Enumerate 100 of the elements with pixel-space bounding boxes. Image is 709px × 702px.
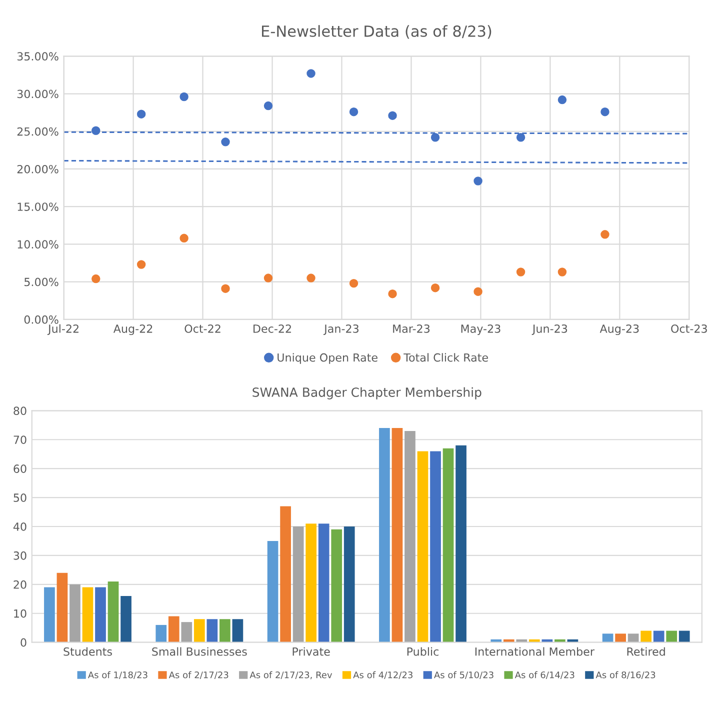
point [430,133,440,142]
x-tick-label: Private [292,647,330,656]
point [92,126,100,135]
y-tick-label: 15.00% [18,202,58,211]
point [136,110,146,118]
y-tick-label: 35.00% [17,52,58,61]
bar [615,634,626,642]
point [516,133,526,142]
bar [168,616,180,642]
point [600,107,610,116]
bar [292,526,304,642]
point [92,274,100,284]
bar [331,529,342,642]
point [221,284,230,293]
x-tick-label: May-23 [461,324,500,336]
y-tick-label: 20.00% [17,164,58,174]
y-tick-label: 30.00% [17,90,58,98]
x-tick-label: Public [407,647,438,656]
bar [267,540,278,642]
y-tick-label: 10 [14,609,26,618]
y-tick-label: 50 [14,494,26,502]
point [349,278,358,288]
y-tick-label: 25.00% [17,127,58,136]
legend-label: Total Click Rate [404,353,488,362]
bar [404,430,416,642]
point [430,283,440,292]
bar [194,619,205,642]
legend-label: As of 6/14/23 [514,671,574,679]
bar [640,630,652,642]
point [388,289,397,298]
bar [344,526,355,642]
point [136,260,146,269]
bar [70,584,80,642]
bar [392,428,403,642]
x-tick-label: Jul-22 [47,324,78,335]
point [600,230,610,239]
bar [456,445,466,642]
point [221,138,230,146]
y-tick-label: 40 [13,522,26,531]
y-tick-label: 80 [14,406,26,416]
bar [430,451,441,642]
bar [280,506,291,642]
bar [653,630,664,642]
x-tick-label: Oct-22 [184,324,220,333]
point [306,274,316,282]
bar [232,619,244,642]
x-tick-label: Mar-23 [393,324,430,333]
legend-label: Unique Open Rate [278,353,378,364]
point [180,234,188,243]
x-tick-label: Small Businesses [152,647,247,656]
legend-label: As of 5/10/23 [434,671,494,679]
x-tick-label: Aug-22 [113,324,152,336]
chart-title: SWANA Badger Chapter Membership [252,387,482,400]
bar [95,587,106,642]
point [516,268,526,276]
bar [678,630,690,642]
bar [602,634,614,642]
point [474,176,482,186]
bar [108,582,119,642]
bar [306,524,316,642]
x-tick-label: Retired [627,647,665,656]
point [388,111,397,120]
x-tick-label: Dec-22 [254,324,291,333]
bar [120,596,132,642]
y-tick-label: 0.00% [24,315,58,324]
x-tick-label: Oct-23 [671,324,707,333]
point [264,274,273,282]
y-tick-label: 5.00% [24,278,58,286]
bar [56,572,68,642]
legend-label: As of 8/16/23 [596,671,656,679]
point [558,268,567,276]
bar [379,428,390,642]
y-tick-label: 70 [14,436,26,444]
point [474,287,482,296]
legend-label: As of 1/18/23 [88,671,148,679]
point [558,95,567,104]
x-tick-label: Jun-23 [532,324,568,335]
bar [220,619,230,642]
bar [206,619,218,642]
x-tick-label: International Member [475,647,594,656]
y-tick-label: 30 [14,551,26,560]
bar [82,587,94,642]
bar [442,448,454,642]
point [306,69,316,78]
x-tick-label: Aug-23 [600,324,639,336]
y-tick-label: 0 [20,638,26,647]
x-tick-label: Students [64,647,112,656]
legend-label: As of 4/12/23 [353,671,412,679]
y-tick-label: 10.00% [18,240,58,249]
point [180,92,188,102]
bar [156,624,167,642]
x-tick-label: Jan-23 [324,324,358,335]
bar [666,630,678,642]
bar [44,587,55,642]
point [349,107,358,116]
point [264,101,273,110]
bar [417,451,428,642]
chart-title: E-Newsletter Data (as of 8/23) [262,25,492,39]
y-tick-label: 60 [14,464,26,473]
bar [318,524,330,642]
